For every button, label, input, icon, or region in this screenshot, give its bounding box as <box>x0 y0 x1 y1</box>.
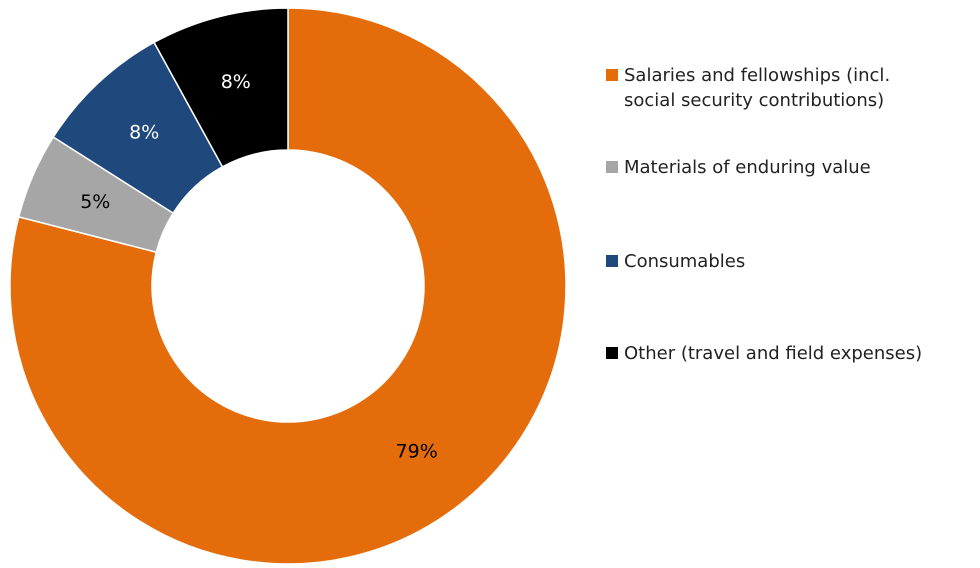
legend-item-0: Salaries and fellowships (incl. social se… <box>606 65 890 111</box>
legend-label-3-line-0: Other (travel and field expenses) <box>624 343 922 364</box>
legend-item-1: Materials of enduring value <box>606 157 871 178</box>
slice-label-0: 79% <box>396 440 438 462</box>
donut-slices <box>9 7 567 565</box>
legend-swatch-2 <box>606 255 618 267</box>
legend-label-0-line-0: Salaries and fellowships (incl. <box>624 65 890 86</box>
legend-item-3: Other (travel and field expenses) <box>606 343 922 364</box>
legend: Salaries and fellowships (incl. social se… <box>606 65 922 364</box>
slice-label-3: 8% <box>221 71 251 93</box>
legend-swatch-1 <box>606 161 618 173</box>
slice-labels: 79% 5% 8% 8% <box>80 71 438 462</box>
legend-swatch-0 <box>606 69 618 81</box>
legend-label-0-line-1: social security contributions) <box>624 90 884 111</box>
slice-label-2: 8% <box>129 121 159 143</box>
slice-0 <box>9 7 567 565</box>
legend-label-1-line-0: Materials of enduring value <box>624 157 871 178</box>
legend-swatch-3 <box>606 347 618 359</box>
legend-label-2-line-0: Consumables <box>624 251 745 272</box>
slice-3 <box>153 7 289 168</box>
legend-item-2: Consumables <box>606 251 745 272</box>
slice-label-1: 5% <box>80 191 110 213</box>
